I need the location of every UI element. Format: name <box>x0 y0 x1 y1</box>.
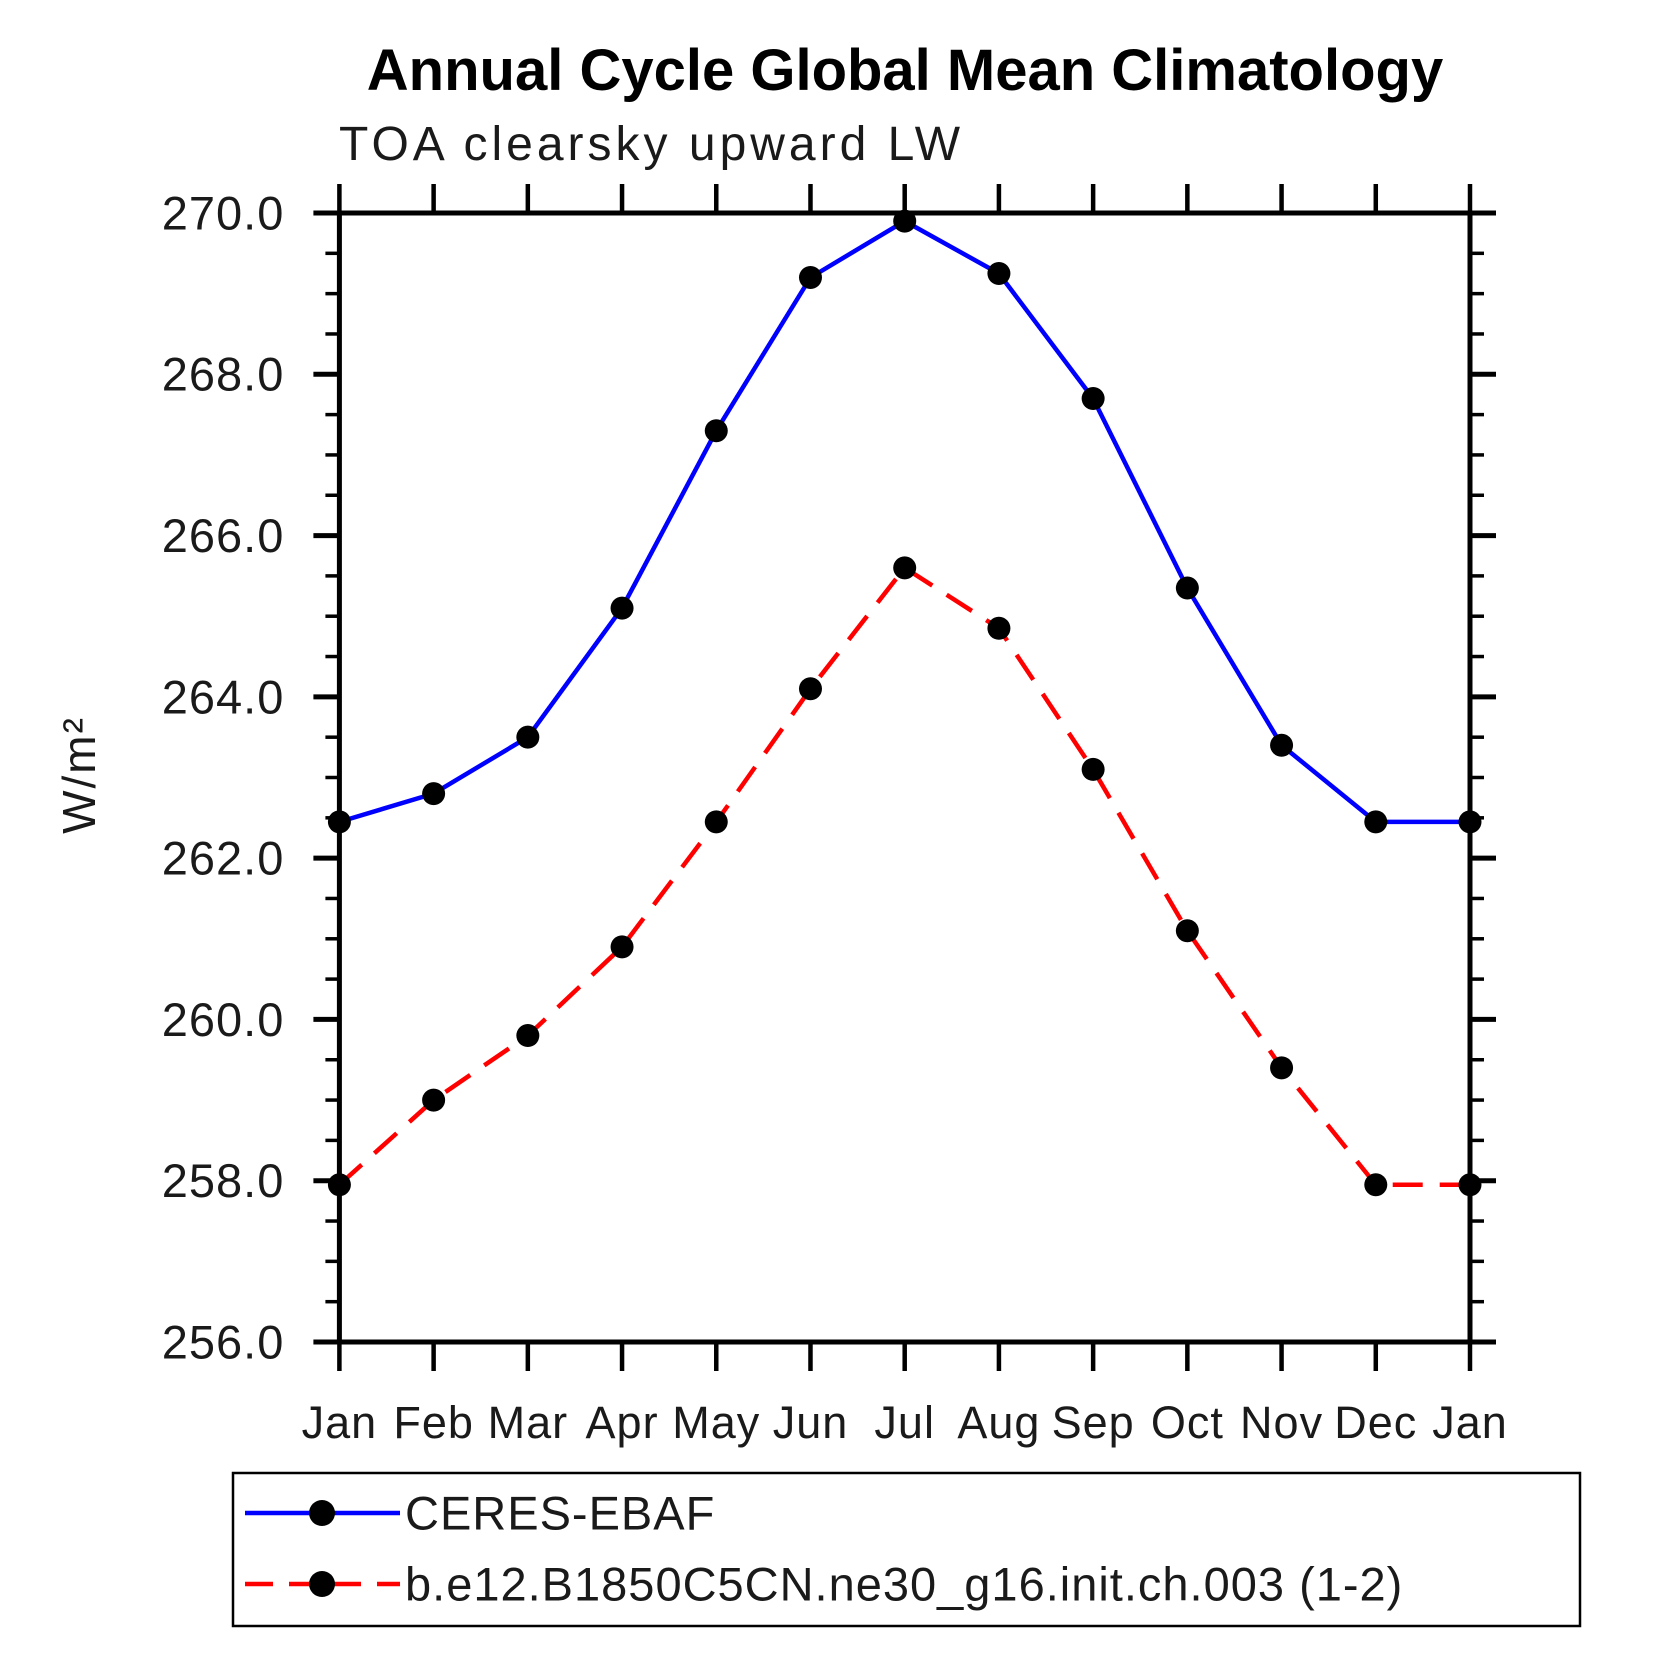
x-tick-label: Aug <box>957 1397 1040 1448</box>
data-point-ceres-ebaf-jun-5 <box>798 266 822 290</box>
x-tick-label: Oct <box>1151 1397 1224 1448</box>
x-tick-label: May <box>672 1397 760 1448</box>
data-point-model-mar-2 <box>516 1024 540 1048</box>
data-point-model-may-4 <box>704 810 728 834</box>
chart-title: Annual Cycle Global Mean Climatology <box>367 38 1443 103</box>
x-tick-label: Jan <box>1432 1397 1508 1448</box>
data-point-ceres-ebaf-may-4 <box>704 419 728 443</box>
series-line-model <box>337 565 1470 1187</box>
data-point-model-feb-1 <box>422 1088 446 1112</box>
legend-label: b.e12.B1850C5CN.ne30_g16.init.ch.003 (1-… <box>405 1557 1403 1610</box>
data-point-model-aug-7 <box>987 616 1011 640</box>
x-tick-label: Dec <box>1334 1397 1417 1448</box>
data-point-model-jan-0 <box>327 1173 351 1197</box>
data-point-model-apr-3 <box>610 935 634 959</box>
data-point-ceres-ebaf-jan-0 <box>327 810 351 834</box>
y-tick-label: 264.0 <box>162 670 285 723</box>
series-line-ceres-ebaf <box>338 218 1470 825</box>
x-tick-label: Jun <box>773 1397 849 1448</box>
x-tick-label: Sep <box>1052 1397 1135 1448</box>
y-tick-label: 270.0 <box>162 186 285 239</box>
data-point-model-dec-11 <box>1364 1173 1388 1197</box>
x-tick-label: Jan <box>302 1397 378 1448</box>
y-tick-label: 256.0 <box>162 1315 285 1368</box>
y-tick-label: 260.0 <box>162 993 285 1046</box>
data-point-model-oct-9 <box>1175 919 1199 943</box>
chart-subtitle: TOA clearsky upward LW <box>339 118 964 171</box>
data-point-model-nov-10 <box>1270 1056 1294 1080</box>
data-point-model-jun-5 <box>798 677 822 701</box>
y-tick-label: 266.0 <box>162 509 285 562</box>
y-tick-label: 262.0 <box>162 832 285 885</box>
legend: CERES-EBAF b.e12.B1850C5CN.ne30_g16.init.… <box>231 1471 1582 1628</box>
data-point-ceres-ebaf-aug-7 <box>987 261 1011 285</box>
x-tick-label: Nov <box>1240 1397 1323 1448</box>
legend-marker <box>309 1571 335 1597</box>
data-point-ceres-ebaf-jul-6 <box>893 209 917 233</box>
legend-label: CERES-EBAF <box>405 1486 715 1539</box>
x-tick-label: Apr <box>586 1397 659 1448</box>
legend-marker <box>309 1500 335 1526</box>
x-tick-label: Mar <box>488 1397 569 1448</box>
data-point-ceres-ebaf-oct-9 <box>1175 576 1199 600</box>
y-tick-label: 258.0 <box>162 1154 285 1207</box>
data-point-model-sep-8 <box>1081 757 1105 781</box>
series-lines <box>327 209 1482 1197</box>
data-point-ceres-ebaf-sep-8 <box>1081 386 1105 410</box>
data-point-ceres-ebaf-jan-12 <box>1458 810 1482 834</box>
data-point-model-jan-12 <box>1458 1173 1482 1197</box>
x-tick-label: Feb <box>393 1397 474 1448</box>
y-tick-label: 268.0 <box>162 348 285 401</box>
data-point-model-jul-6 <box>893 556 917 580</box>
data-point-ceres-ebaf-dec-11 <box>1364 810 1388 834</box>
legend-box <box>231 1471 1582 1628</box>
axes: 256.0 258.0 260.0 262.0 264.0 266.0 268.0 270.0… <box>162 184 1508 1448</box>
data-point-ceres-ebaf-mar-2 <box>516 725 540 749</box>
x-tick-label: Jul <box>874 1397 935 1448</box>
y-axis-label: W/m² <box>53 716 105 834</box>
data-point-ceres-ebaf-feb-1 <box>422 782 446 806</box>
data-point-ceres-ebaf-nov-10 <box>1270 733 1294 757</box>
plot-frame <box>336 210 1473 1345</box>
data-point-ceres-ebaf-apr-3 <box>610 596 634 620</box>
